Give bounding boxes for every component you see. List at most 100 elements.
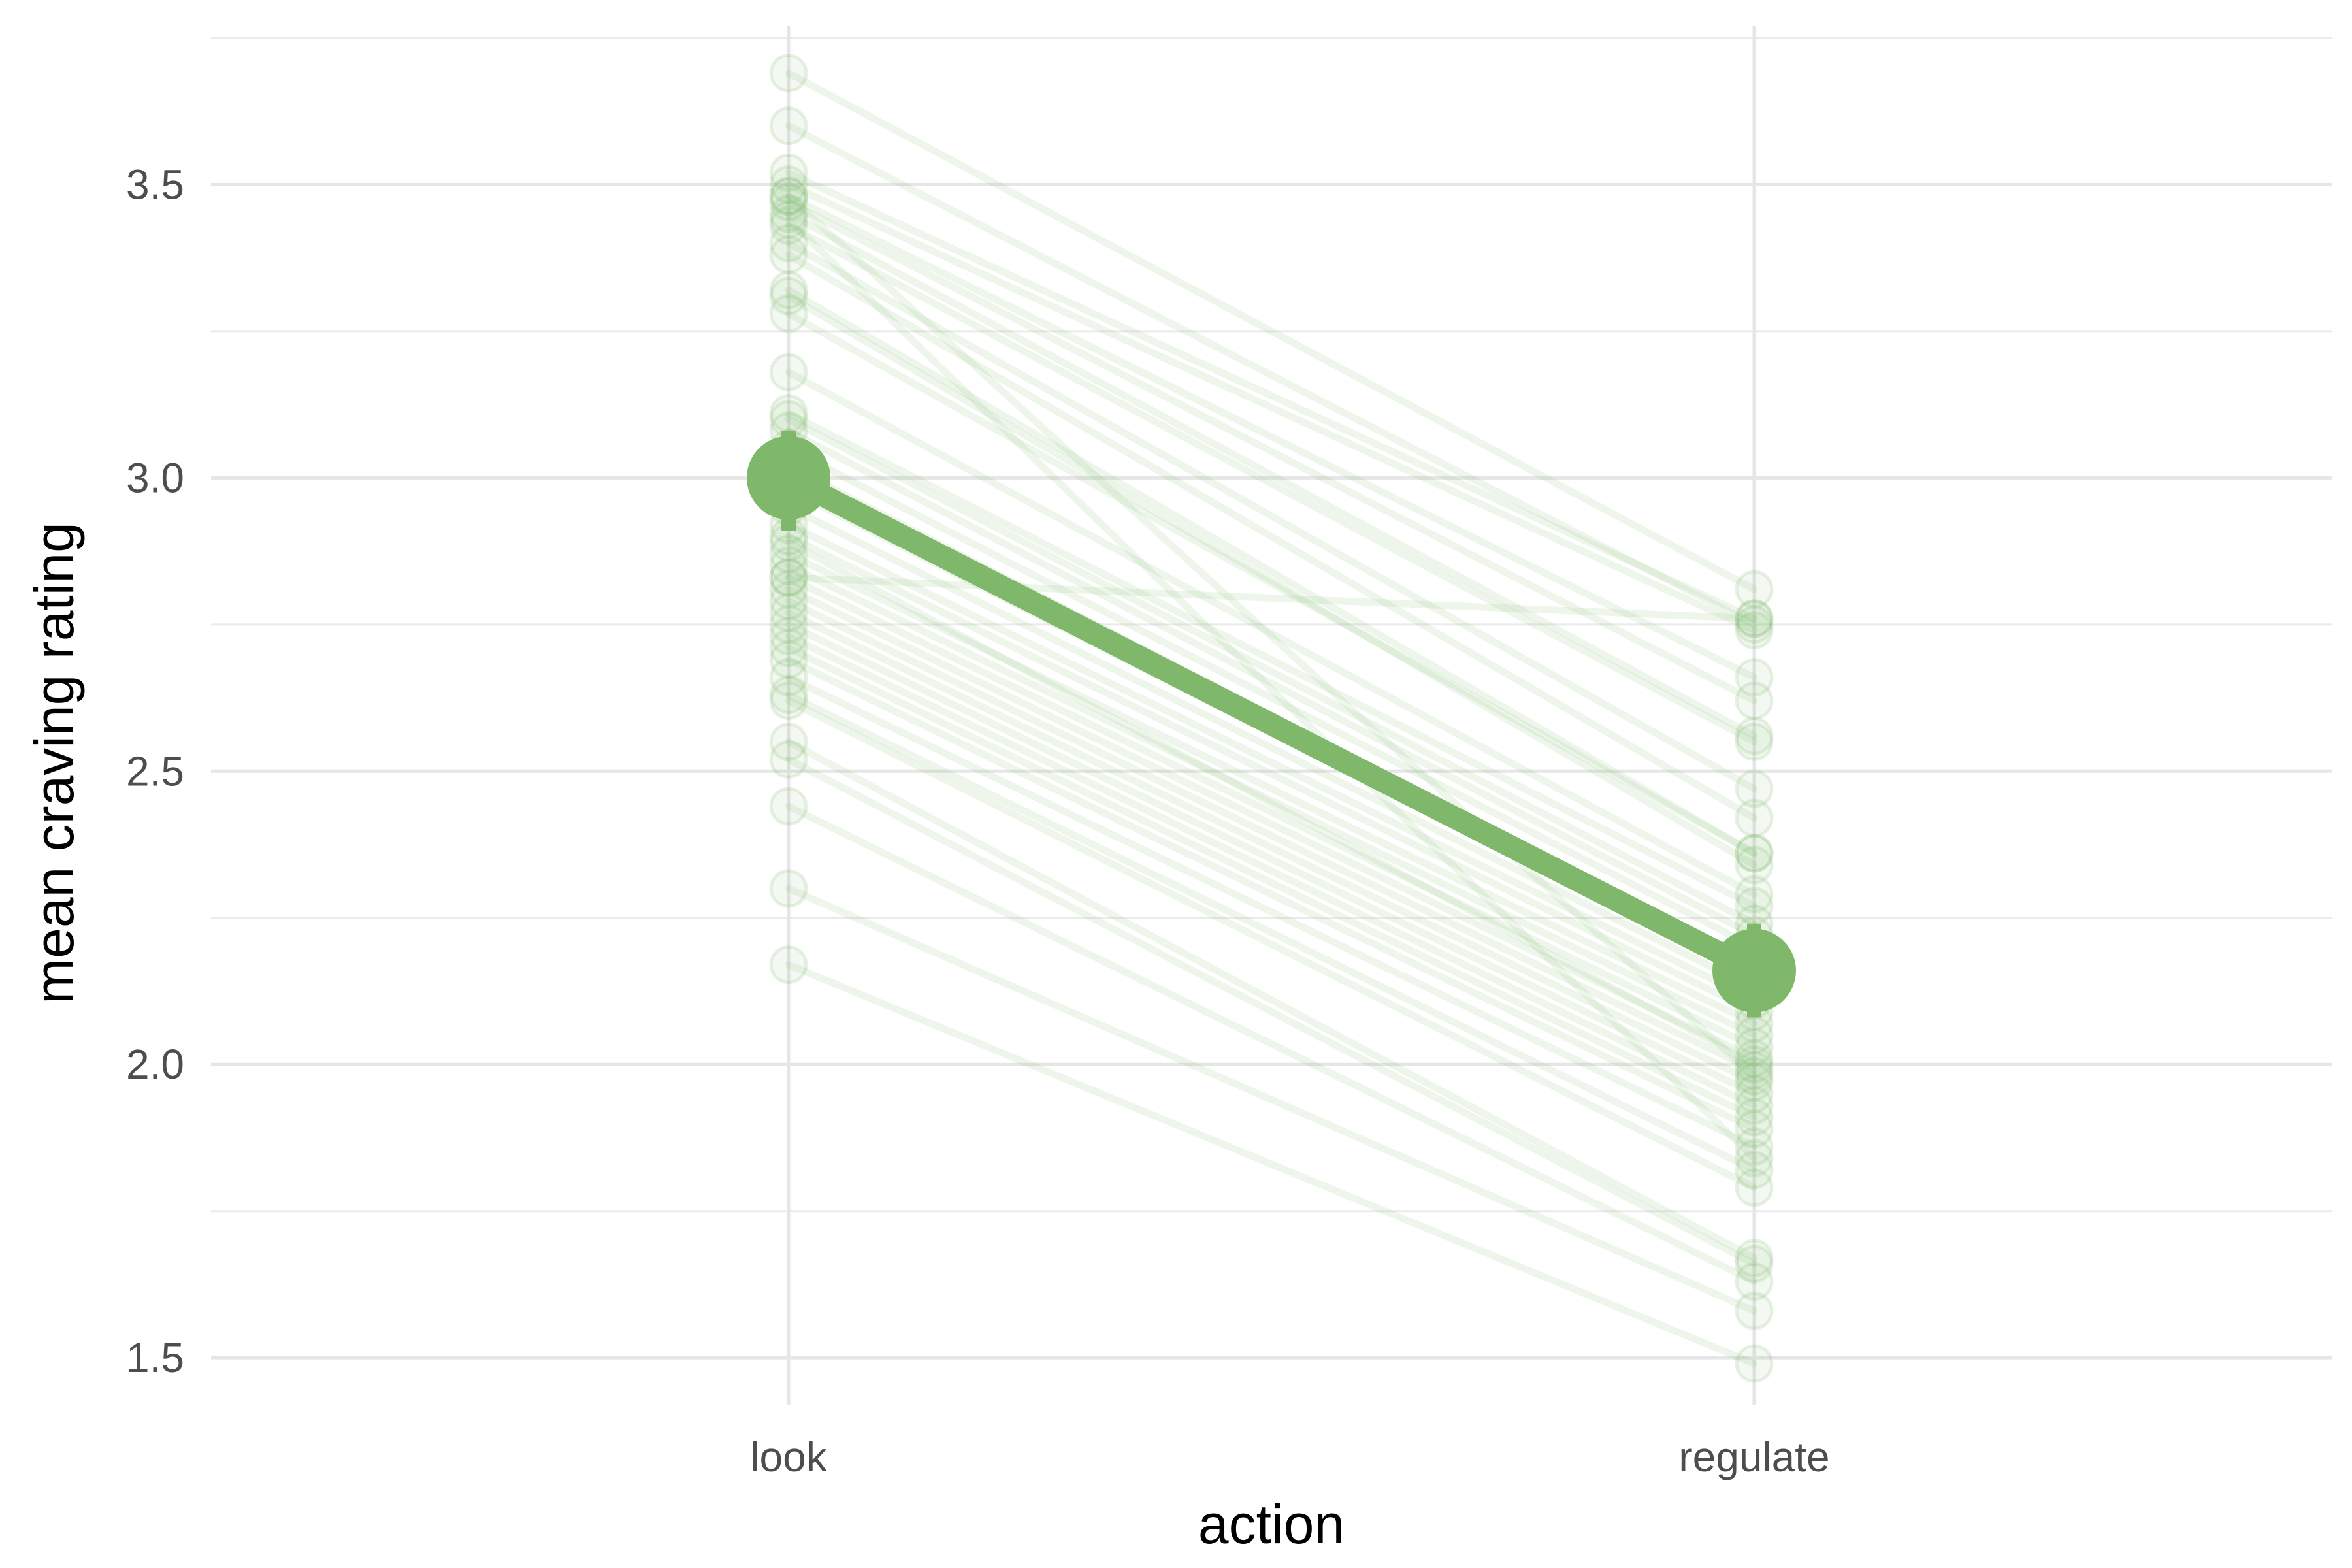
subject-line xyxy=(785,221,1758,745)
x-tick-label: regulate xyxy=(1678,1433,1829,1480)
subject-point xyxy=(1735,611,1774,650)
subject-point xyxy=(1735,1139,1774,1178)
y-tick-label: 2.5 xyxy=(126,747,184,794)
subject-line xyxy=(785,674,1758,1151)
subject-line xyxy=(785,550,1758,1027)
subject-point xyxy=(769,353,808,392)
subject-point xyxy=(769,558,808,597)
subject-line xyxy=(785,416,1758,928)
subject-point xyxy=(769,534,808,574)
y-tick-label: 2.0 xyxy=(126,1041,184,1088)
subject-point xyxy=(769,176,808,216)
subject-point xyxy=(769,740,808,779)
subject-point xyxy=(769,945,808,985)
subject-line xyxy=(785,427,1758,939)
subject-point xyxy=(1735,1074,1774,1113)
x-tick-label: look xyxy=(750,1433,827,1480)
subject-point xyxy=(1735,769,1774,808)
minor-gridlines xyxy=(211,37,2332,1213)
subject-line xyxy=(785,169,1758,623)
subject-line xyxy=(785,292,1758,869)
subject-line xyxy=(785,180,1758,634)
subject-point xyxy=(1735,1127,1774,1166)
subject-line xyxy=(785,585,1758,1062)
subject-point xyxy=(769,235,808,274)
subject-point xyxy=(769,176,808,216)
y-axis-title: mean craving rating xyxy=(24,522,85,1004)
subject-line xyxy=(785,609,1758,1086)
subject-line xyxy=(785,644,1758,1121)
subject-point xyxy=(1735,570,1774,609)
subject-line xyxy=(785,532,1758,1015)
mean-line xyxy=(777,466,1765,982)
subject-line xyxy=(785,239,1758,792)
subject-point xyxy=(1735,1151,1774,1190)
subject-line xyxy=(785,444,1758,951)
mean-point-look xyxy=(747,436,830,520)
subject-point xyxy=(769,546,808,585)
subject-point xyxy=(769,153,808,192)
subject-point xyxy=(1735,599,1774,638)
subject-point xyxy=(1735,1262,1774,1301)
subject-point xyxy=(769,558,808,597)
subject-point xyxy=(1735,658,1774,697)
subject-line xyxy=(785,216,1758,1162)
subject-point xyxy=(1735,834,1774,873)
subject-line xyxy=(785,192,1758,681)
subject-line xyxy=(785,368,1758,898)
subject-line xyxy=(785,632,1758,1109)
subject-point xyxy=(1735,1109,1774,1149)
subject-line xyxy=(785,286,1758,857)
subject-point xyxy=(769,106,808,146)
subject-line xyxy=(785,198,1758,705)
subject-point xyxy=(769,200,808,239)
subject-line xyxy=(785,738,1758,1262)
subject-line xyxy=(785,410,1758,910)
subject-point xyxy=(769,676,808,715)
subject-point xyxy=(1735,1062,1774,1102)
subject-point xyxy=(1735,1168,1774,1207)
subject-point xyxy=(769,681,808,721)
major-gridlines xyxy=(211,26,2332,1405)
y-tick-labels: 1.5 2.0 2.5 3.0 3.5 xyxy=(126,161,184,1381)
subject-point xyxy=(1735,681,1774,721)
subject-point xyxy=(769,294,808,333)
subject-point xyxy=(1735,1291,1774,1330)
subject-lines xyxy=(785,69,1758,1367)
subject-point xyxy=(769,629,808,668)
x-tick-labels: look regulate xyxy=(750,1433,1829,1480)
subject-point xyxy=(1735,1239,1774,1278)
subject-point xyxy=(1735,1086,1774,1125)
subject-line xyxy=(785,802,1758,1285)
subject-point xyxy=(769,581,808,621)
subject-point xyxy=(769,722,808,761)
subject-point xyxy=(769,869,808,908)
subject-line xyxy=(785,210,1758,740)
subject-line xyxy=(785,656,1758,1133)
subject-point xyxy=(1735,1045,1774,1084)
subject-line xyxy=(785,691,1758,1174)
subject-line xyxy=(785,961,1758,1367)
x-axis-title: action xyxy=(1198,1494,1345,1555)
subject-line xyxy=(785,574,1758,1051)
subject-point xyxy=(769,223,808,263)
subject-point xyxy=(769,658,808,697)
y-tick-label: 1.5 xyxy=(126,1334,184,1381)
subject-point xyxy=(769,593,808,632)
subject-point xyxy=(1735,1039,1774,1078)
subject-point xyxy=(1735,1051,1774,1090)
subject-line xyxy=(785,192,1758,1080)
subject-point xyxy=(1735,716,1774,755)
subject-line xyxy=(785,574,1758,623)
subject-point xyxy=(769,270,808,310)
subject-line xyxy=(785,697,1758,1192)
subject-line xyxy=(785,251,1758,822)
subject-line xyxy=(785,755,1758,1268)
subject-point xyxy=(769,617,808,656)
subject-point xyxy=(769,570,808,609)
subject-line xyxy=(785,310,1758,857)
subject-point xyxy=(769,640,808,679)
subject-point xyxy=(769,54,808,93)
subject-point xyxy=(1735,605,1774,644)
